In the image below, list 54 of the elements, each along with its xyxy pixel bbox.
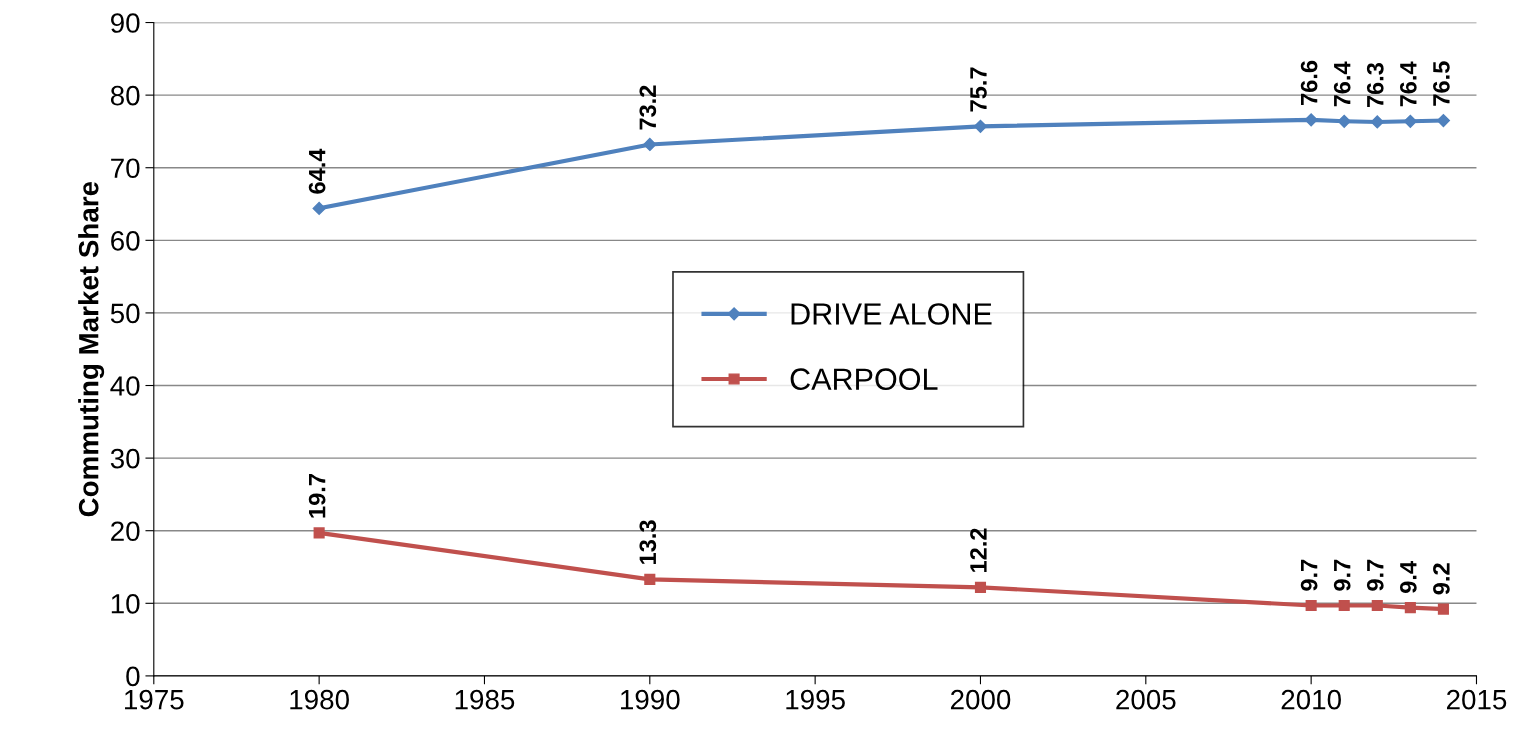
- data-label: 64.4: [308, 148, 326, 194]
- x-tick-label: 2015: [1446, 689, 1507, 710]
- point: [1337, 114, 1351, 128]
- point: [974, 581, 987, 593]
- x-tick-label: 1975: [125, 689, 184, 710]
- data-label: 9.7: [1300, 559, 1318, 591]
- point: [643, 137, 657, 152]
- x-tick-label: 2010: [1281, 689, 1341, 710]
- data-label: 76.5: [1433, 61, 1450, 106]
- data-label: 73.2: [639, 85, 657, 130]
- data-label: 9.7: [1333, 559, 1351, 591]
- y-tick-label: 20: [111, 521, 140, 542]
- data-label: 9.4: [1399, 561, 1417, 593]
- point: [1403, 114, 1417, 128]
- y-axis-title: Commuting Market Share: [78, 181, 105, 517]
- point: [1404, 602, 1416, 614]
- y-tick-label: 70: [111, 158, 140, 179]
- point: [1436, 113, 1451, 128]
- point: [973, 119, 988, 133]
- data-label: 76.4: [1399, 61, 1417, 107]
- y-tick-label: 0: [126, 666, 140, 687]
- x-tick-label: 1985: [455, 689, 515, 710]
- point: [312, 201, 326, 215]
- data-label: 13.3: [639, 520, 657, 564]
- data-label: 19.7: [308, 474, 326, 518]
- data-label: 9.7: [1366, 559, 1384, 591]
- x-tick-label: 1995: [786, 689, 845, 710]
- x-tick-label: 1980: [290, 689, 349, 710]
- point: [1338, 599, 1350, 612]
- y-tick-label: 30: [110, 448, 140, 469]
- y-tick-label: 90: [111, 13, 140, 33]
- y-tick-label: 60: [111, 230, 140, 251]
- data-label: 76.4: [1333, 61, 1351, 107]
- point: [1305, 599, 1317, 612]
- point: [1304, 113, 1318, 127]
- x-tick-label: 1990: [621, 689, 680, 710]
- x-tick-label: 2005: [1116, 689, 1176, 710]
- point: [313, 527, 325, 539]
- data-label: 76.6: [1300, 60, 1318, 105]
- y-tick-label: 80: [110, 85, 140, 106]
- legend-label: DRIVE ALONE: [791, 303, 992, 325]
- point: [1371, 599, 1383, 612]
- x-tick-label: 2000: [950, 689, 1011, 710]
- point: [1437, 603, 1449, 615]
- point: [644, 573, 656, 585]
- y-tick-label: 10: [111, 593, 140, 614]
- data-label: 12.2: [970, 528, 987, 572]
- data-label: 76.3: [1366, 63, 1384, 108]
- y-tick-label: 40: [110, 376, 140, 396]
- data-label: 9.2: [1433, 563, 1450, 595]
- legend-label: CARPOOL: [790, 368, 938, 390]
- data-label: 75.7: [970, 67, 987, 112]
- y-tick-label: 50: [110, 303, 140, 324]
- point: [1370, 115, 1384, 129]
